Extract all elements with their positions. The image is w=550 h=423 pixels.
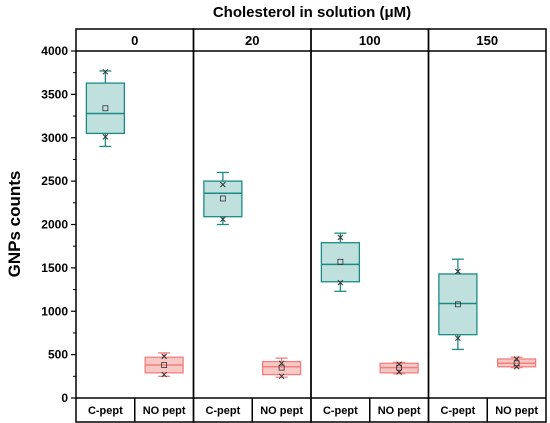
box-150-NO pept — [496, 356, 537, 370]
extreme-marker — [278, 360, 285, 367]
panel-label-20: 20 — [245, 33, 259, 48]
extreme-marker — [455, 335, 461, 341]
extreme-marker — [337, 234, 344, 241]
extreme-marker — [161, 371, 167, 378]
mean-marker — [161, 362, 168, 368]
y-tick-label: 1500 — [41, 261, 68, 275]
chart-title: Cholesterol in solution (μM) — [213, 4, 411, 21]
extreme-marker — [102, 68, 109, 75]
axis-layer: 0 500 1000 1500 2000 2500 3000 3500 4000 — [41, 44, 76, 405]
mean-marker — [219, 195, 226, 202]
extreme-marker — [337, 279, 344, 286]
panel-label-100: 100 — [359, 33, 381, 48]
y-tick-label: 2000 — [41, 218, 68, 232]
panel-label-150: 150 — [476, 33, 498, 48]
mean-marker — [513, 360, 520, 367]
extreme-marker — [396, 361, 402, 368]
box-20-C-pept — [203, 171, 243, 226]
box-layer — [85, 68, 537, 380]
box-100-C-pept — [320, 232, 361, 292]
mean-marker — [396, 364, 403, 371]
y-tick-label: 1000 — [41, 304, 68, 318]
box-20-NO pept — [261, 357, 302, 380]
y-tick-label: 4000 — [41, 44, 68, 58]
category-label: NO pept — [495, 405, 538, 417]
box-iqr — [261, 360, 302, 376]
extreme-marker — [455, 268, 461, 275]
mean-marker — [454, 301, 461, 308]
category-label: C-pept — [323, 405, 358, 417]
y-tick-label: 3500 — [41, 87, 68, 101]
y-tick-label: 3000 — [41, 131, 68, 145]
box-150-C-pept — [438, 258, 478, 351]
panel-layer: 0 C-pept NO pept 20 C-pept NO pept 100 C-pept NO… — [75, 28, 547, 423]
extreme-marker — [513, 356, 520, 362]
extreme-marker — [161, 353, 167, 360]
mean-marker — [278, 364, 285, 371]
y-axis-label: GNPs counts — [5, 171, 24, 278]
y-tick-label: 2500 — [41, 174, 68, 188]
category-label: C-pept — [205, 405, 240, 417]
box-0-C-pept — [85, 68, 126, 148]
box-iqr — [203, 180, 243, 218]
extreme-marker — [102, 134, 109, 140]
y-tick-label: 500 — [48, 348, 68, 362]
box-100-NO pept — [379, 361, 419, 375]
category-label: NO pept — [260, 405, 303, 417]
y-tick-label: 0 — [61, 391, 68, 405]
extreme-marker — [220, 216, 226, 223]
mean-marker — [337, 258, 344, 265]
category-label: C-pept — [88, 405, 123, 417]
extreme-marker — [278, 373, 285, 380]
category-label: C-pept — [440, 405, 475, 417]
panel-label-0: 0 — [131, 33, 138, 48]
box-iqr — [320, 242, 361, 283]
extreme-marker — [220, 181, 226, 188]
box-iqr — [85, 82, 126, 135]
box-iqr — [438, 273, 478, 336]
category-label: NO pept — [378, 405, 421, 417]
mean-marker — [102, 105, 109, 112]
box-0-NO pept — [144, 352, 184, 378]
extreme-marker — [513, 363, 520, 370]
extreme-marker — [396, 369, 402, 375]
category-label: NO pept — [143, 405, 186, 417]
